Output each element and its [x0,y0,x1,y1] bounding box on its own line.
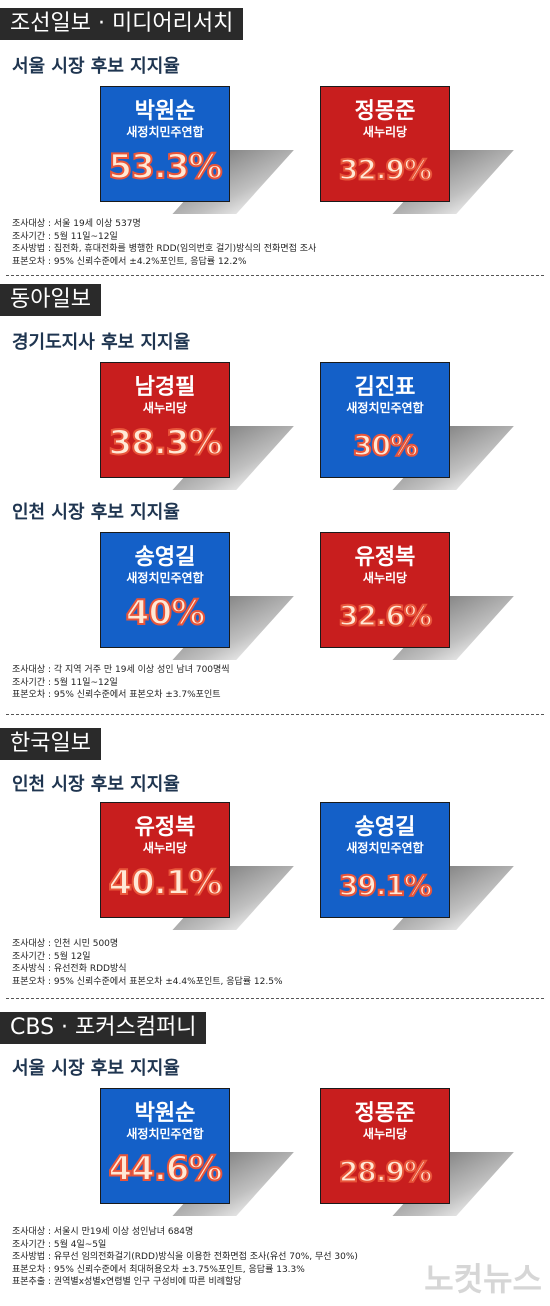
poll-title: 인천 시장 후보 지지율 [12,502,180,523]
note-line: 표본추출 : 권역별x성별x연령별 인구 구성비에 따른 비례할당 [12,1277,242,1287]
candidate-card: 박원순 새정치민주연합 44.6% [100,1088,230,1204]
section-divider [6,714,544,715]
candidate-party: 새정치민주연합 [346,401,424,415]
candidate-percentage: 30% [352,428,419,463]
candidate-card: 남경필 새누리당 38.3% [100,362,230,478]
section-donga: 동아일보 경기도지사 후보 지지율 남경필 새누리당 38.3% 김진표 새정치… [0,284,550,706]
candidate-party: 새정치민주연합 [126,1127,204,1141]
candidate-name: 유정복 [354,545,416,570]
candidate-party: 새누리당 [362,1127,408,1141]
note-line: 표본오차 : 95% 신뢰수준에서 ±4.2%포인트, 응답률 12.2% [12,256,247,267]
note-line: 조사대상 : 인천 시민 500명 [12,939,119,949]
candidate-party: 새정치민주연합 [346,841,424,855]
note-line: 조사기간 : 5월 11일~12일 [12,677,118,688]
section-header: 한국일보 [0,728,101,760]
candidate-card: 김진표 새정치민주연합 30% [320,362,450,478]
candidate-name: 유정복 [134,815,196,840]
candidate-card: 송영길 새정치민주연합 40% [100,532,230,648]
candidate-percentage: 38.3% [108,422,224,464]
candidate-percentage: 32.9% [338,152,433,187]
candidate-name: 정몽준 [354,99,416,124]
candidate-percentage: 53.3% [108,146,224,188]
survey-notes: 조사대상 : 인천 시민 500명 조사기간 : 5월 12일 조사방식 : 유… [12,938,283,988]
candidate-card: 송영길 새정치민주연합 39.1% [320,802,450,918]
candidate-party: 새누리당 [142,841,188,855]
note-line: 조사기간 : 5월 11일~12일 [12,231,118,242]
candidate-party: 새누리당 [362,125,408,139]
candidate-party: 새누리당 [142,401,188,415]
candidate-card: 유정복 새누리당 32.6% [320,532,450,648]
candidate-party: 새누리당 [362,571,408,585]
section-divider [6,275,544,276]
note-line: 조사기간 : 5월 12일 [12,951,91,962]
candidate-percentage: 44.6% [108,1148,224,1190]
candidate-card: 박원순 새정치민주연합 53.3% [100,86,230,202]
note-line: 조사대상 : 서울시 만19세 이상 성인남녀 684명 [12,1227,194,1237]
section-divider [6,998,544,999]
candidate-name: 송영길 [134,545,196,570]
candidate-name: 김진표 [354,375,416,400]
candidate-card: 정몽준 새누리당 28.9% [320,1088,450,1204]
note-line: 조사방법 : 유무선 임의전화걸기(RDD)방식을 이용한 전화면접 조사(유선… [12,1252,358,1262]
note-line: 표본오차 : 95% 신뢰수준에서 최대허용오차 ±3.75%포인트, 응답률 … [12,1264,305,1275]
note-line: 표본오차 : 95% 신뢰수준에서 표본오차 ±4.4%포인트, 응답률 12.… [12,976,283,987]
candidate-party: 새정치민주연합 [126,571,204,585]
note-line: 조사대상 : 각 지역 거주 만 19세 이상 성인 남녀 700명씩 [12,665,230,675]
candidate-name: 정몽준 [354,1101,416,1126]
candidate-card: 정몽준 새누리당 32.9% [320,86,450,202]
section-header: 동아일보 [0,284,101,316]
note-line: 조사방법 : 집전화, 휴대전화를 병행한 RDD(임의번호 걸기)방식의 전화… [12,244,317,254]
candidate-name: 박원순 [134,1101,196,1126]
watermark-logo: 노컷뉴스 [424,1260,542,1298]
note-line: 표본오차 : 95% 신뢰수준에서 표본오차 ±3.7%포인트 [12,690,221,700]
section-header: CBS · 포커스컴퍼니 [0,1012,207,1044]
candidate-percentage: 40.1% [108,862,224,904]
poll-title: 경기도지사 후보 지지율 [12,332,191,353]
note-line: 조사기간 : 5월 4일~5일 [12,1239,107,1250]
candidate-percentage: 39.1% [338,868,433,903]
survey-notes: 조사대상 : 서울 19세 이상 537명 조사기간 : 5월 11일~12일 … [12,218,316,268]
candidate-name: 박원순 [134,99,196,124]
poll-title: 인천 시장 후보 지지율 [12,774,180,795]
candidate-party: 새정치민주연합 [126,125,204,139]
candidate-card: 유정복 새누리당 40.1% [100,802,230,918]
candidate-percentage: 40% [125,592,206,634]
section-header: 조선일보 · 미디어리서치 [0,8,244,40]
survey-notes: 조사대상 : 각 지역 거주 만 19세 이상 성인 남녀 700명씩 조사기간… [12,664,230,702]
candidate-name: 남경필 [134,375,196,400]
candidate-percentage: 28.9% [338,1154,433,1189]
poll-title: 서울 시장 후보 지지율 [12,1058,180,1079]
note-line: 조사대상 : 서울 19세 이상 537명 [12,219,141,229]
survey-notes: 조사대상 : 서울시 만19세 이상 성인남녀 684명 조사기간 : 5월 4… [12,1226,358,1289]
poll-title: 서울 시장 후보 지지율 [12,56,180,77]
section-hankook: 한국일보 인천 시장 후보 지지율 유정복 새누리당 40.1% 송영길 새정치… [0,728,550,996]
section-cbs: CBS · 포커스컴퍼니 서울 시장 후보 지지율 박원순 새정치민주연합 44… [0,1012,550,1304]
candidate-percentage: 32.6% [338,598,433,633]
candidate-name: 송영길 [354,815,416,840]
section-chosun: 조선일보 · 미디어리서치 서울 시장 후보 지지율 박원순 새정치민주연합 5… [0,8,550,270]
note-line: 조사방식 : 유선전화 RDD방식 [12,964,127,974]
